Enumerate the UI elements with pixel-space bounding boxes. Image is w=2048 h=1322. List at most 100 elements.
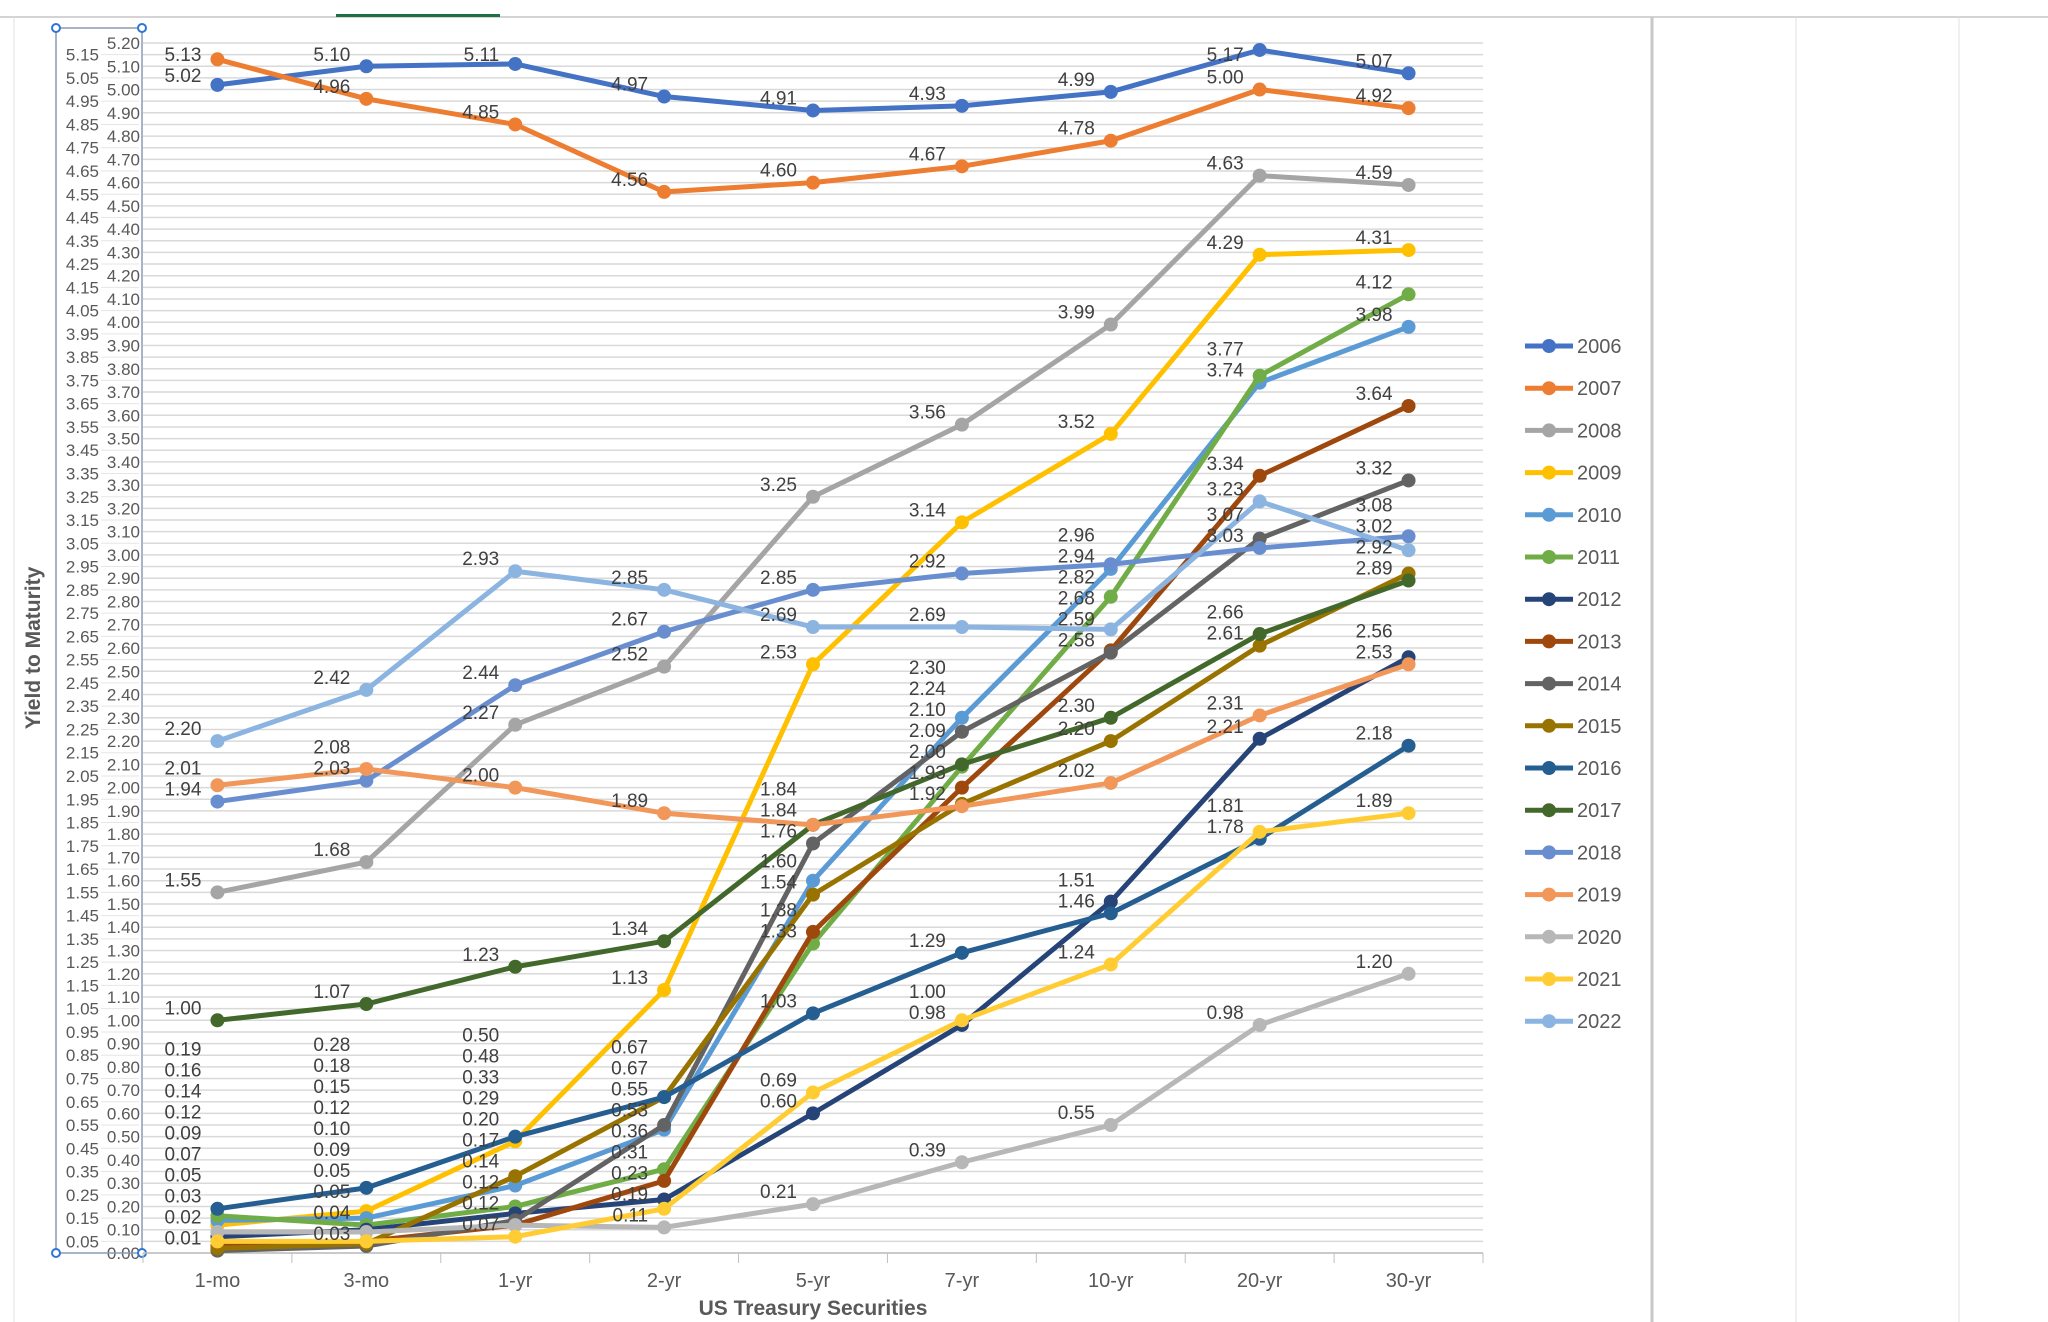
y-tick-label: 0.95 — [66, 1023, 99, 1042]
y-tick-label: 0.65 — [66, 1093, 99, 1112]
data-point-2019 — [210, 778, 225, 793]
legend-marker-2013 — [1542, 634, 1556, 649]
y-tick-label: 0.90 — [107, 1035, 140, 1054]
data-label-2022: 2.69 — [760, 605, 797, 626]
data-label-2020: 0.39 — [909, 1140, 946, 1161]
data-point-2014 — [657, 1118, 672, 1133]
data-point-2013 — [1401, 399, 1416, 413]
data-label-2011: 0.20 — [462, 1110, 499, 1131]
y-tick-label: 0.10 — [107, 1221, 140, 1240]
data-label-2014: 2.58 — [1058, 631, 1095, 652]
x-tick-label: 30-yr — [1386, 1270, 1432, 1292]
data-label-2014: 0.03 — [313, 1224, 350, 1245]
data-label-2013: 3.64 — [1356, 384, 1393, 405]
y-tick-label: 3.40 — [107, 453, 140, 472]
x-tick-label: 3-mo — [344, 1270, 390, 1292]
y-tick-label: 5.05 — [66, 69, 99, 88]
data-label-2015: 1.93 — [909, 763, 946, 784]
data-point-2009 — [1252, 247, 1267, 262]
y-tick-label: 2.00 — [107, 779, 140, 798]
data-point-2016 — [806, 1006, 820, 1021]
data-point-2007 — [1252, 82, 1267, 97]
y-tick-label: 3.60 — [107, 406, 140, 425]
data-label-2018: 2.44 — [462, 663, 499, 684]
data-point-2019 — [954, 799, 969, 814]
data-point-2006 — [657, 89, 672, 104]
data-label-2015: 0.33 — [462, 1068, 499, 1089]
data-label-2008: 2.27 — [462, 703, 499, 724]
y-tick-label: 0.30 — [107, 1174, 140, 1193]
legend-marker-2015 — [1542, 718, 1556, 733]
data-label-2022: 2.93 — [462, 549, 499, 570]
data-label-2006: 4.99 — [1058, 70, 1095, 91]
data-label-2010: 3.98 — [1356, 305, 1393, 326]
data-point-2007 — [806, 175, 820, 190]
data-label-2015: 2.20 — [1058, 719, 1095, 740]
legend-label-2006: 2006 — [1577, 336, 1622, 358]
data-label-2015: 2.61 — [1207, 624, 1244, 645]
data-point-2022 — [359, 682, 374, 697]
data-point-2020 — [1401, 966, 1416, 981]
data-label-2010: 2.30 — [909, 658, 946, 679]
y-tick-label: 2.90 — [107, 569, 140, 588]
data-point-2007 — [508, 117, 523, 132]
data-point-2009 — [1103, 426, 1118, 441]
data-label-2022: 2.20 — [164, 719, 201, 740]
data-point-2017 — [359, 997, 374, 1012]
data-point-2009 — [954, 515, 969, 530]
y-tick-label: 1.45 — [66, 907, 99, 926]
data-point-2007 — [954, 159, 969, 174]
data-point-2008 — [1252, 168, 1267, 183]
y-tick-label: 0.70 — [107, 1081, 140, 1100]
data-label-2021: 0.05 — [164, 1166, 201, 1187]
data-point-2021 — [657, 1201, 672, 1216]
legend-label-2009: 2009 — [1577, 463, 1622, 485]
data-point-2017 — [210, 1013, 225, 1028]
data-label-2007: 4.96 — [313, 77, 350, 98]
y-tick-label: 3.90 — [107, 337, 140, 356]
data-point-2022 — [806, 620, 820, 635]
y-tick-label: 1.20 — [107, 965, 140, 984]
y-tick-label: 4.95 — [66, 92, 99, 111]
y-tick-label: 3.65 — [66, 395, 99, 414]
y-tick-label: 3.05 — [66, 534, 99, 553]
y-axis-selection — [55, 27, 143, 1254]
legend-label-2021: 2021 — [1577, 969, 1622, 991]
data-point-2018 — [1103, 557, 1118, 572]
data-label-2006: 5.07 — [1356, 51, 1393, 72]
data-label-2013: 2.00 — [909, 742, 946, 763]
y-tick-label: 5.10 — [107, 57, 140, 76]
data-point-2020 — [1103, 1118, 1118, 1133]
data-label-2017: 2.89 — [1356, 559, 1393, 580]
data-point-2008 — [359, 855, 374, 870]
data-point-2017 — [954, 757, 969, 772]
y-tick-label: 0.60 — [107, 1104, 140, 1123]
data-label-2020: 0.09 — [313, 1140, 350, 1161]
y-tick-label: 4.65 — [66, 162, 99, 181]
legend-label-2012: 2012 — [1577, 589, 1622, 611]
y-tick-label: 0.45 — [66, 1139, 99, 1158]
legend-marker-2018 — [1542, 845, 1556, 860]
y-tick-label: 2.45 — [66, 674, 99, 693]
y-tick-label: 1.80 — [107, 825, 140, 844]
data-label-2007: 4.67 — [909, 144, 946, 165]
data-label-2010: 2.94 — [1058, 547, 1095, 568]
data-label-2014: 0.01 — [164, 1229, 201, 1250]
y-tick-label: 2.30 — [107, 709, 140, 728]
data-label-2020: 0.98 — [1207, 1003, 1244, 1024]
y-tick-label: 1.60 — [107, 872, 140, 891]
legend-label-2018: 2018 — [1577, 842, 1622, 864]
data-label-2009: 4.31 — [1356, 228, 1393, 249]
data-point-2006 — [954, 98, 969, 113]
x-tick-label: 20-yr — [1237, 1270, 1283, 1292]
y-tick-label: 0.35 — [66, 1163, 99, 1182]
data-point-2019 — [1252, 708, 1267, 723]
data-label-2013: 0.12 — [462, 1194, 499, 1215]
y-tick-label: 2.70 — [107, 616, 140, 635]
x-tick-label: 1-mo — [195, 1270, 241, 1292]
data-point-2008 — [657, 659, 672, 674]
legend-label-2016: 2016 — [1577, 758, 1622, 780]
y-tick-label: 0.75 — [66, 1069, 99, 1088]
data-label-2011: 1.33 — [760, 922, 797, 943]
